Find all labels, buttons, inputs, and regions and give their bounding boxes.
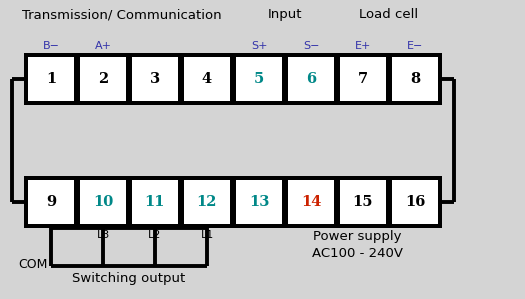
Bar	[28, 180, 74, 224]
Text: 3: 3	[150, 72, 160, 86]
Bar	[180, 176, 234, 228]
Text: L2: L2	[148, 230, 162, 240]
Bar	[76, 53, 130, 105]
Bar	[388, 176, 442, 228]
Text: 4: 4	[202, 72, 212, 86]
Text: 10: 10	[93, 195, 113, 209]
Text: COM: COM	[18, 257, 48, 271]
Bar	[80, 180, 126, 224]
Text: Switching output: Switching output	[72, 272, 186, 285]
Bar	[340, 180, 386, 224]
Text: S+: S+	[251, 41, 267, 51]
Text: 13: 13	[249, 195, 269, 209]
Bar	[80, 57, 126, 101]
Text: S−: S−	[303, 41, 319, 51]
Bar	[232, 176, 286, 228]
Text: 12: 12	[197, 195, 217, 209]
Bar	[236, 180, 282, 224]
Text: 1: 1	[46, 72, 56, 86]
Text: 14: 14	[301, 195, 321, 209]
Text: A+: A+	[94, 41, 111, 51]
Bar	[392, 180, 438, 224]
Text: 6: 6	[306, 72, 316, 86]
Bar	[236, 57, 282, 101]
Text: E−: E−	[407, 41, 423, 51]
Text: 11: 11	[145, 195, 165, 209]
Bar	[284, 176, 338, 228]
Text: B−: B−	[43, 41, 59, 51]
Bar	[76, 176, 130, 228]
Bar	[180, 53, 234, 105]
Bar	[232, 53, 286, 105]
Bar	[132, 180, 178, 224]
Text: L3: L3	[97, 230, 110, 240]
Bar	[128, 53, 182, 105]
Text: Load cell: Load cell	[360, 8, 418, 21]
Text: Power supply
AC100 - 240V: Power supply AC100 - 240V	[311, 230, 403, 260]
Bar	[336, 53, 390, 105]
Text: Input: Input	[268, 8, 302, 21]
Text: 9: 9	[46, 195, 56, 209]
Bar	[336, 176, 390, 228]
Text: L1: L1	[201, 230, 214, 240]
Bar	[288, 57, 334, 101]
Bar	[24, 53, 78, 105]
Bar	[184, 57, 230, 101]
Text: 15: 15	[353, 195, 373, 209]
Text: Transmission/ Communication: Transmission/ Communication	[22, 8, 222, 21]
Bar	[24, 176, 78, 228]
Bar	[184, 180, 230, 224]
Text: 8: 8	[410, 72, 420, 86]
Bar	[340, 57, 386, 101]
Text: 2: 2	[98, 72, 108, 86]
Bar	[28, 57, 74, 101]
Bar	[388, 53, 442, 105]
Bar	[392, 57, 438, 101]
Text: 5: 5	[254, 72, 264, 86]
Bar	[284, 53, 338, 105]
Bar	[128, 176, 182, 228]
Bar	[288, 180, 334, 224]
Text: 7: 7	[358, 72, 368, 86]
Bar	[132, 57, 178, 101]
Text: E+: E+	[355, 41, 371, 51]
Text: 16: 16	[405, 195, 425, 209]
